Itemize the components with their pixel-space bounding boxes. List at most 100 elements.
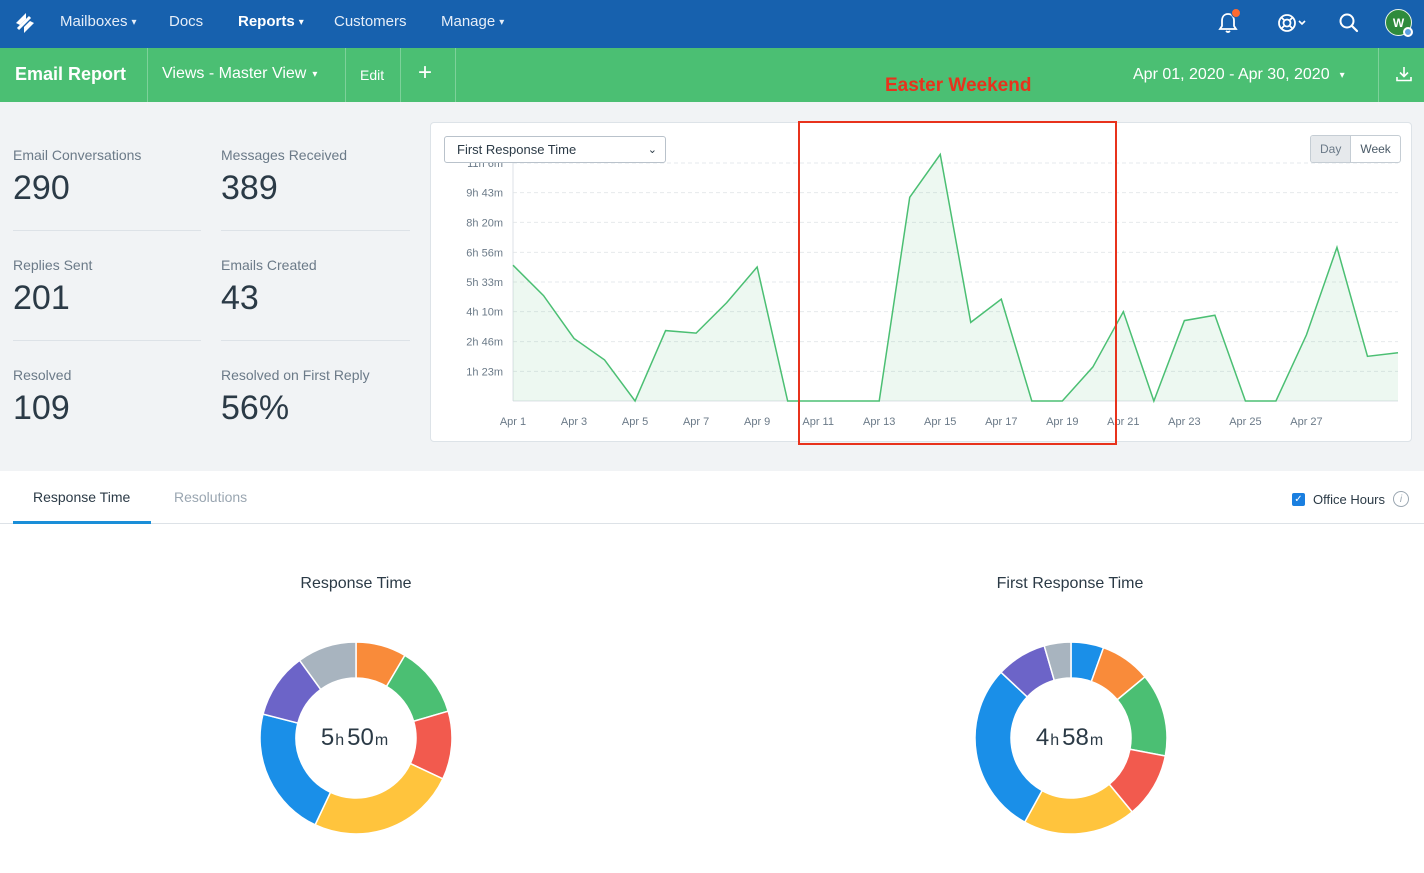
nav-customers-label: Customers <box>334 13 407 30</box>
chevron-down-icon: ▾ <box>499 17 505 28</box>
x-tick-label: Apr 21 <box>1107 416 1139 428</box>
download-icon[interactable] <box>1395 65 1413 83</box>
x-tick-label: Apr 3 <box>561 416 587 428</box>
donut-segment[interactable] <box>298 641 357 691</box>
donut-title-response-time: Response Time <box>300 575 412 592</box>
y-tick-label: 9h 43m <box>466 188 503 200</box>
divider <box>455 48 456 102</box>
divider <box>13 340 201 341</box>
stat-resolved: Resolved 109 <box>13 367 71 428</box>
nav-mailboxes-label: Mailboxes <box>60 13 128 30</box>
add-view-button[interactable]: + <box>418 59 433 86</box>
nav-docs[interactable]: Docs <box>169 13 203 30</box>
y-tick-label: 4h 10m <box>466 307 503 319</box>
stat-value: 389 <box>221 169 278 207</box>
stat-messages-received: Messages Received 389 <box>221 147 347 208</box>
office-hours-toggle: ✓ Office Hours i <box>1292 491 1410 507</box>
views-dropdown[interactable]: Views - Master View ▾ <box>162 65 317 83</box>
stat-label: Messages Received <box>221 147 348 163</box>
x-tick-label: Apr 7 <box>683 416 709 428</box>
nav-customers[interactable]: Customers <box>334 13 407 30</box>
y-tick-label: 1h 23m <box>466 366 503 378</box>
nav-manage-label: Manage <box>441 13 496 30</box>
day-button[interactable]: Day <box>1311 136 1352 162</box>
nav-reports[interactable]: Reports ▾ <box>238 13 304 30</box>
donut-hours: 5 <box>320 724 335 751</box>
donut-hours: 4 <box>1035 724 1050 751</box>
donut-hours-unit: h <box>1050 732 1060 749</box>
interval-toggle: Day Week <box>1310 135 1401 163</box>
avatar-initial: W <box>1392 15 1405 30</box>
notification-dot <box>1231 8 1241 18</box>
info-icon[interactable]: i <box>1393 491 1410 507</box>
chart-card: 1h 23m 2h 46m 4h 10m 5h 33m 6h 56m 8h 20m 9h 4… <box>430 122 1412 442</box>
stat-replies-sent: Replies Sent 201 <box>13 257 92 318</box>
office-hours-checkbox[interactable]: ✓ <box>1292 492 1305 506</box>
stat-value: 56% <box>221 389 290 427</box>
x-tick-label: Apr 1 <box>500 416 526 428</box>
search-icon[interactable] <box>1336 10 1362 36</box>
divider <box>400 48 401 102</box>
status-indicator <box>1403 27 1413 37</box>
chevron-down-icon: ▾ <box>131 17 137 28</box>
chevron-down-icon: ▾ <box>312 68 318 80</box>
stat-value: 109 <box>13 389 70 427</box>
x-tick-label: Apr 17 <box>985 416 1017 428</box>
divider <box>1378 48 1379 102</box>
week-button[interactable]: Week <box>1360 142 1391 156</box>
chevron-down-icon: ▾ <box>298 17 304 28</box>
stat-label: Email Conversations <box>13 147 142 163</box>
stat-resolved-first-reply: Resolved on First Reply 56% <box>221 367 370 428</box>
nav-mailboxes[interactable]: Mailboxes ▾ <box>60 13 137 30</box>
nav-manage[interactable]: Manage ▾ <box>441 13 504 30</box>
stat-email-conversations: Email Conversations 290 <box>13 147 141 208</box>
nav-reports-label: Reports <box>238 13 295 30</box>
divider <box>13 230 201 231</box>
x-tick-label: Apr 11 <box>802 416 834 428</box>
x-tick-label: Apr 13 <box>863 416 895 428</box>
stat-label: Resolved on First Reply <box>221 367 370 383</box>
series-area <box>513 154 1398 401</box>
donut-minutes-unit: m <box>374 732 389 749</box>
donut-chart <box>259 641 453 835</box>
tab-response-time[interactable]: Response Time <box>33 489 131 505</box>
y-tick-label: 5h 33m <box>466 277 503 289</box>
x-tick-label: Apr 9 <box>744 416 770 428</box>
x-tick-label: Apr 19 <box>1046 416 1078 428</box>
stat-value: 290 <box>13 169 70 207</box>
date-range-picker[interactable]: Apr 01, 2020 - Apr 30, 2020 ▾ <box>1133 66 1345 84</box>
chevron-down-icon: ▾ <box>1339 69 1345 81</box>
edit-button[interactable]: Edit <box>360 67 385 83</box>
chevron-down-icon: ⌄ <box>647 144 657 156</box>
x-tick-label: Apr 5 <box>622 416 648 428</box>
help-lifebuoy-icon[interactable] <box>1276 10 1312 36</box>
date-range-label: Apr 01, 2020 - Apr 30, 2020 <box>1133 66 1330 83</box>
series-line <box>512 152 1399 404</box>
notifications-bell-icon[interactable] <box>1215 8 1241 36</box>
nav-docs-label: Docs <box>169 13 204 30</box>
donut-segment[interactable] <box>974 671 1044 824</box>
divider <box>221 230 410 231</box>
page-title: Email Report <box>15 64 127 84</box>
tab-resolutions[interactable]: Resolutions <box>174 489 248 505</box>
active-tab-indicator <box>13 521 151 524</box>
donut-chart <box>974 641 1168 835</box>
top-nav: Mailboxes ▾ Docs Reports ▾ Customers Man… <box>0 0 1424 48</box>
donut-minutes: 50 <box>347 724 374 751</box>
stat-emails-created: Emails Created 43 <box>221 257 317 318</box>
y-tick-label: 8h 20m <box>466 217 503 229</box>
donut-minutes: 58 <box>1062 724 1089 751</box>
helpscout-logo-icon[interactable] <box>13 11 37 35</box>
donut-segment[interactable] <box>1043 641 1072 682</box>
x-tick-label: Apr 27 <box>1290 416 1322 428</box>
x-tick-label: Apr 15 <box>924 416 956 428</box>
stat-value: 201 <box>13 279 70 317</box>
easter-weekend-annotation: Easter Weekend <box>885 75 1032 96</box>
divider <box>221 340 410 341</box>
donut-hours-unit: h <box>335 732 345 749</box>
metric-select[interactable]: First Response Time ⌄ <box>444 136 666 163</box>
divider <box>345 48 346 102</box>
